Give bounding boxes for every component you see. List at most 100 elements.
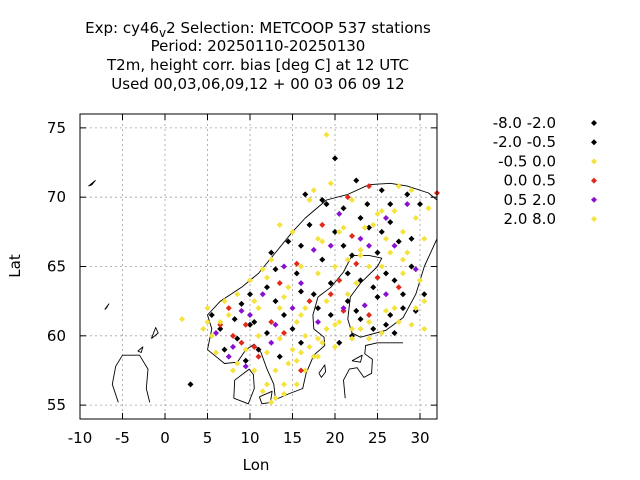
data-point-series-5: [281, 263, 287, 270]
x-tick-label: 15: [283, 429, 302, 447]
legend-label: 2.0 8.0: [504, 210, 556, 228]
data-point-series-5: [213, 330, 219, 337]
data-point-series-3: [315, 235, 321, 242]
data-point-series-4: [374, 274, 381, 281]
title-exp-prefix: Exp: cy46: [85, 19, 159, 37]
data-point-series-5: [315, 318, 321, 325]
data-point-series-5: [336, 210, 343, 217]
x-tick-label: 20: [325, 429, 344, 447]
data-point-series-1: [349, 252, 355, 259]
data-point-series-3: [276, 221, 283, 228]
data-point-series-6: [421, 235, 428, 242]
data-point-series-3: [391, 208, 398, 215]
data-point-series-1: [217, 325, 224, 332]
data-point-series-6: [349, 335, 355, 342]
coastline-path: [104, 303, 110, 310]
coastline-path: [207, 238, 438, 401]
data-point-series-3: [408, 187, 415, 194]
data-point-series-6: [302, 332, 309, 339]
x-tick-label: 0: [160, 429, 170, 447]
data-point-series-6: [370, 221, 377, 228]
data-point-series-2: [387, 201, 394, 208]
data-point-series-6: [204, 318, 211, 325]
data-point-series-3: [408, 321, 415, 328]
data-point-series-2: [370, 284, 377, 291]
data-point-series-5: [412, 266, 419, 273]
data-point-series-4: [366, 183, 372, 190]
data-point-series-1: [281, 312, 287, 319]
data-point-series-6: [293, 357, 300, 364]
data-point-series-6: [366, 318, 372, 325]
data-point-series-3: [302, 305, 309, 312]
data-point-series-6: [332, 343, 338, 350]
data-point-series-6: [259, 388, 266, 395]
data-point-series-2: [323, 201, 330, 208]
data-point-series-2: [231, 316, 238, 323]
x-tick-label: -10: [68, 429, 93, 447]
coastline-map: [88, 180, 438, 405]
data-point-series-1: [332, 155, 338, 162]
chart-title-line-2: Period: 20250110-20250130: [151, 37, 366, 55]
data-point-series-1: [404, 191, 411, 198]
data-point-series-3: [225, 312, 232, 319]
title-exp-suffix: 2 Selection: METCOOP 537 stations: [166, 19, 431, 37]
data-point-series-3: [268, 256, 275, 263]
data-point-series-6: [276, 305, 283, 312]
data-point-series-5: [310, 246, 317, 253]
y-axis-label: Lat: [6, 254, 24, 278]
data-point-series-6: [306, 343, 313, 350]
data-point-series-1: [387, 219, 394, 226]
data-point-series-3: [344, 291, 351, 298]
data-point-series-5: [268, 339, 275, 346]
data-point-series-5: [225, 353, 232, 360]
data-point-series-3: [259, 266, 266, 273]
data-point-series-2: [344, 270, 351, 277]
data-point-series-2: [289, 325, 296, 332]
data-point-series-5: [298, 280, 304, 287]
legend-marker: [591, 196, 597, 203]
data-point-series-1: [298, 339, 304, 346]
data-point-series-5: [361, 302, 368, 309]
data-point-series-1: [327, 280, 334, 287]
data-point-series-3: [400, 228, 406, 235]
data-point-series-6: [412, 305, 419, 312]
data-point-series-4: [306, 298, 313, 305]
data-point-series-1: [306, 221, 313, 228]
data-point-series-3: [378, 330, 385, 337]
data-point-series-6: [285, 284, 292, 291]
chart-title-line-1: Exp: cy46v2 Selection: METCOOP 537 stati…: [85, 19, 431, 40]
data-point-series-6: [272, 367, 279, 374]
data-point-series-2: [336, 339, 343, 346]
data-point-series-3: [323, 325, 330, 332]
coastline-path: [343, 342, 403, 399]
data-point-series-3: [332, 263, 338, 270]
data-point-series-6: [404, 249, 411, 256]
data-point-series-1: [319, 256, 326, 263]
data-point-series-6: [421, 325, 428, 332]
data-point-series-4: [268, 318, 275, 325]
data-point-series-4: [251, 343, 258, 350]
data-point-series-6: [417, 277, 423, 284]
data-point-series-2: [378, 228, 385, 235]
coastline-path: [351, 354, 363, 363]
data-point-series-6: [395, 183, 402, 190]
data-point-series-4: [238, 339, 245, 346]
data-point-series-3: [310, 353, 317, 360]
grid-lines: [80, 114, 437, 419]
data-point-series-6: [357, 252, 364, 259]
data-point-series-3: [276, 335, 283, 342]
data-point-series-2: [357, 214, 364, 221]
data-point-series-6: [230, 367, 236, 374]
data-point-series-2: [247, 321, 253, 328]
data-point-series-5: [230, 343, 236, 350]
data-point-series-3: [247, 277, 253, 284]
data-point-series-6: [344, 256, 351, 263]
coastline-path: [233, 368, 255, 405]
data-point-series-6: [298, 312, 304, 319]
data-point-series-2: [264, 284, 270, 291]
legend-label: 0.0 0.5: [504, 172, 556, 190]
data-point-series-6: [315, 335, 321, 342]
data-point-series-3: [357, 325, 364, 332]
data-point-series-2: [421, 291, 428, 298]
